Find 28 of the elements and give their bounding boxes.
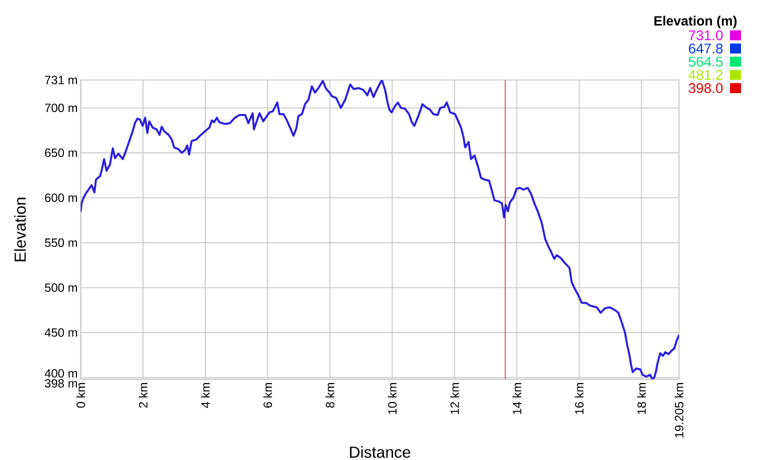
y-tick-label: 600 m xyxy=(45,193,77,202)
x-tick-label: 8 km xyxy=(326,383,334,408)
x-tick-label: 12 km xyxy=(450,383,459,414)
y-tick-label: 400 m xyxy=(44,369,77,378)
color-bar-label: 481.2 xyxy=(688,70,723,80)
y-tick-label: 550 m xyxy=(44,238,77,247)
color-bar-label: 398.0 xyxy=(688,83,723,94)
y-tick-label: 731 m xyxy=(45,76,77,84)
x-tick-label: 19.205 km xyxy=(674,383,684,438)
y-axis-title: Elevation xyxy=(14,198,26,262)
x-tick-label: 2 km xyxy=(138,383,148,408)
y-tick-label: 650 m xyxy=(45,148,77,158)
y-tick-label: 450 m xyxy=(44,328,77,337)
y-tick-label: 500 m xyxy=(44,283,77,292)
x-tick-label: 18 km xyxy=(637,383,646,414)
x-tick-label: 10 km xyxy=(388,383,397,414)
x-tick-label: 14 km xyxy=(512,383,522,414)
color-bar-title: Elevation (m) xyxy=(654,16,737,28)
x-axis-title: Distance xyxy=(350,446,410,458)
color-bar-label: 647.8 xyxy=(688,44,723,54)
x-tick-label: 0 km xyxy=(76,383,86,408)
x-tick-label: 4 km xyxy=(200,383,210,408)
y-tick-label: 700 m xyxy=(45,104,77,112)
color-bar-label: 564.5 xyxy=(688,56,723,67)
y-tick-label: 398 m xyxy=(44,379,77,388)
x-tick-label: 16 km xyxy=(574,383,584,414)
color-bar-label: 731.0 xyxy=(688,30,723,40)
x-tick-label: 6 km xyxy=(263,383,272,408)
